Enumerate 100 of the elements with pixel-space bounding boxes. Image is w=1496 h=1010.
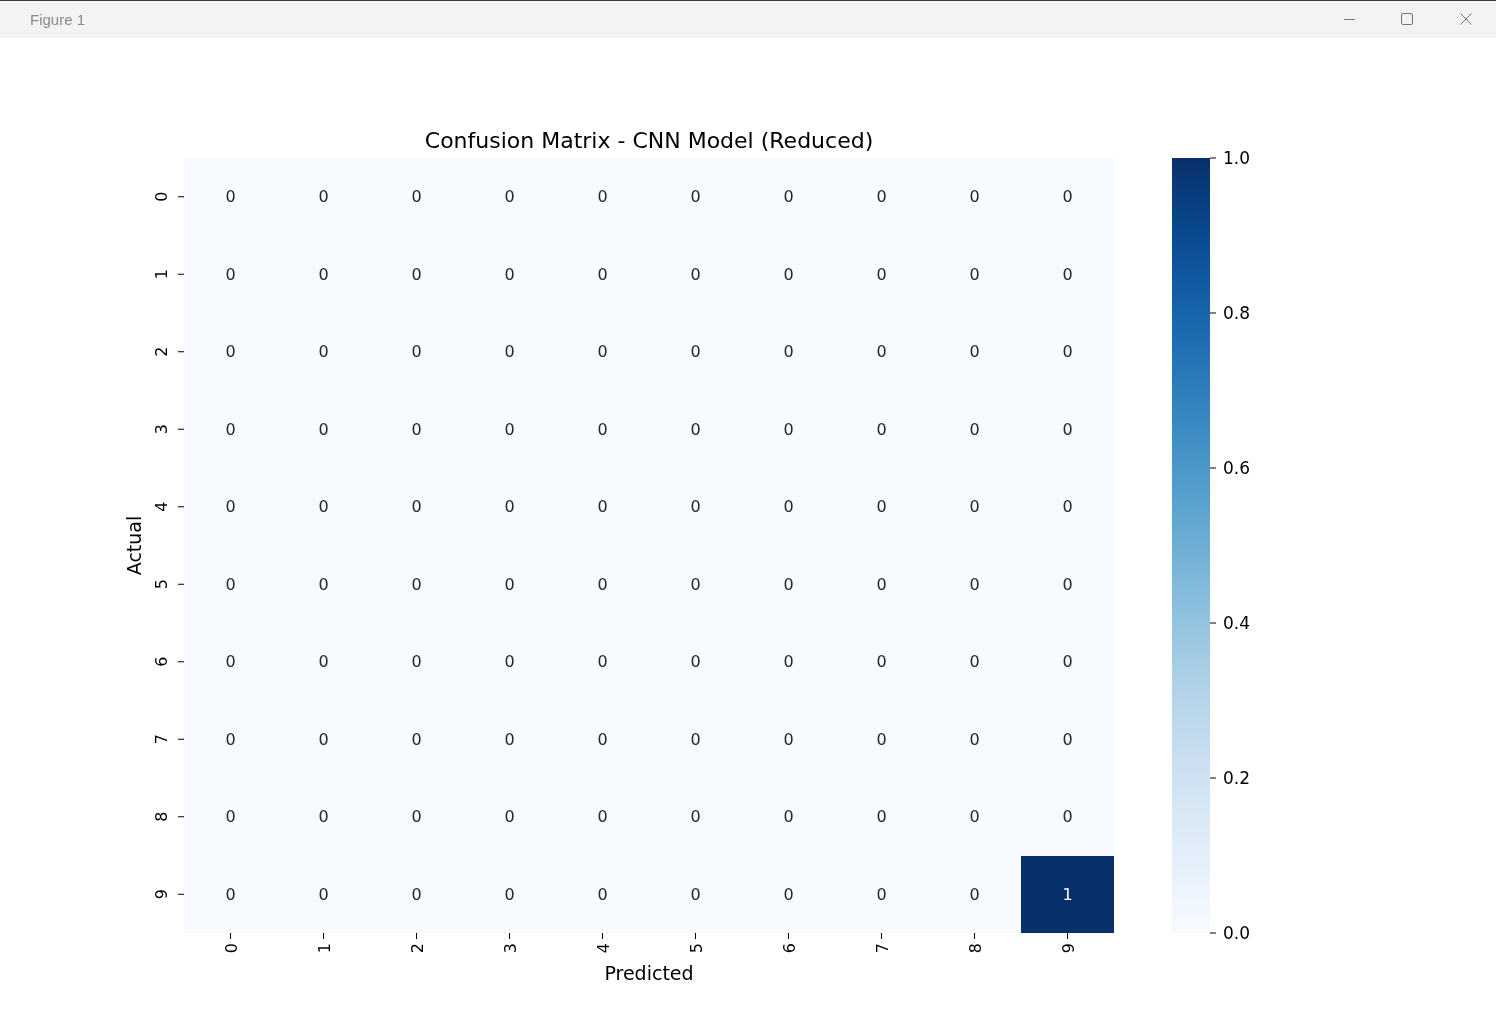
data-label: 0 [783, 419, 794, 439]
data-label: 0 [1062, 264, 1073, 284]
data-label: 0 [690, 187, 701, 207]
data-label: 0 [504, 342, 515, 362]
data-label: 0 [225, 807, 236, 827]
data-label: 0 [783, 264, 794, 284]
color-bar-label: 1.0 [1223, 148, 1251, 168]
data-label: 0 [411, 419, 422, 439]
data-label: 0 [411, 729, 422, 749]
data-label: 0 [504, 264, 515, 284]
data-label: 0 [969, 884, 980, 904]
data-label: 0 [597, 574, 608, 594]
y-tick-label: 9 [152, 889, 171, 900]
data-label: 0 [690, 419, 701, 439]
color-bar-label: 0.4 [1223, 613, 1251, 633]
x-tick-label: 2 [407, 943, 427, 954]
data-label: 0 [969, 807, 980, 827]
data-label: 0 [411, 342, 422, 362]
data-label: 0 [225, 264, 236, 284]
data-label: 0 [411, 884, 422, 904]
data-label: 0 [411, 497, 422, 517]
x-axis-title: Predicted [604, 962, 694, 984]
data-label: 1 [1062, 884, 1073, 904]
data-label: 0 [690, 884, 701, 904]
data-label: 0 [597, 187, 608, 207]
data-label: 0 [318, 652, 329, 672]
data-label: 0 [969, 264, 980, 284]
y-tick-label: 5 [152, 579, 171, 590]
y-tick-label: 4 [152, 501, 171, 512]
data-label: 0 [969, 342, 980, 362]
data-label: 0 [504, 807, 515, 827]
color-bar-label: 0.0 [1223, 923, 1251, 943]
x-tick-label: 3 [500, 943, 520, 954]
x-tick-label: 0 [221, 943, 241, 954]
x-tick-label: 4 [593, 943, 613, 954]
data-label: 0 [1062, 729, 1073, 749]
data-label: 0 [504, 574, 515, 594]
data-label: 0 [876, 264, 887, 284]
chart-title: Confusion Matrix - CNN Model (Reduced) [424, 128, 874, 153]
y-axis-title: Actual [123, 515, 145, 576]
data-label: 0 [1062, 187, 1073, 207]
x-tick-label: 7 [872, 943, 892, 954]
data-label: 0 [1062, 342, 1073, 362]
data-label: 0 [690, 807, 701, 827]
data-label: 0 [876, 419, 887, 439]
x-tick-label: 8 [965, 943, 985, 954]
data-label: 0 [690, 497, 701, 517]
data-label: 0 [969, 729, 980, 749]
data-label: 0 [876, 729, 887, 749]
data-label: 0 [411, 187, 422, 207]
data-label: 0 [318, 884, 329, 904]
data-label: 0 [504, 419, 515, 439]
data-label: 0 [783, 497, 794, 517]
data-label: 0 [318, 574, 329, 594]
data-label: 0 [318, 264, 329, 284]
data-label: 0 [225, 652, 236, 672]
data-label: 0 [783, 574, 794, 594]
data-label: 0 [318, 419, 329, 439]
data-label: 0 [597, 729, 608, 749]
data-label: 0 [411, 574, 422, 594]
data-label: 0 [597, 497, 608, 517]
data-label: 0 [876, 342, 887, 362]
data-label: 0 [318, 187, 329, 207]
data-label: 0 [411, 264, 422, 284]
y-tick-label: 7 [152, 734, 171, 745]
data-label: 0 [318, 729, 329, 749]
data-label: 0 [876, 187, 887, 207]
data-label: 0 [783, 652, 794, 672]
data-label: 0 [504, 497, 515, 517]
data-label: 0 [969, 419, 980, 439]
data-label: 0 [318, 807, 329, 827]
data-label: 0 [318, 342, 329, 362]
data-label: 0 [690, 264, 701, 284]
data-label: 0 [225, 729, 236, 749]
data-label: 0 [597, 342, 608, 362]
data-label: 0 [225, 574, 236, 594]
data-label: 0 [597, 807, 608, 827]
data-label: 0 [969, 187, 980, 207]
data-label: 0 [783, 807, 794, 827]
data-label: 0 [876, 574, 887, 594]
data-label: 0 [876, 652, 887, 672]
y-tick-label: 8 [152, 811, 171, 822]
data-label: 0 [504, 884, 515, 904]
data-label: 0 [1062, 419, 1073, 439]
data-label: 0 [969, 497, 980, 517]
data-label: 0 [783, 342, 794, 362]
x-tick-label: 5 [686, 943, 706, 954]
y-tick-label: 6 [152, 656, 171, 667]
x-tick-label: 9 [1058, 943, 1078, 954]
data-label: 0 [876, 807, 887, 827]
data-label: 0 [411, 652, 422, 672]
data-label: 0 [690, 574, 701, 594]
y-tick-label: 0 [152, 191, 171, 202]
data-label: 0 [597, 264, 608, 284]
data-label: 0 [225, 187, 236, 207]
data-label: 0 [504, 652, 515, 672]
x-tick-label: 6 [779, 943, 799, 954]
data-label: 0 [690, 342, 701, 362]
data-label: 0 [1062, 497, 1073, 517]
data-label: 0 [876, 884, 887, 904]
